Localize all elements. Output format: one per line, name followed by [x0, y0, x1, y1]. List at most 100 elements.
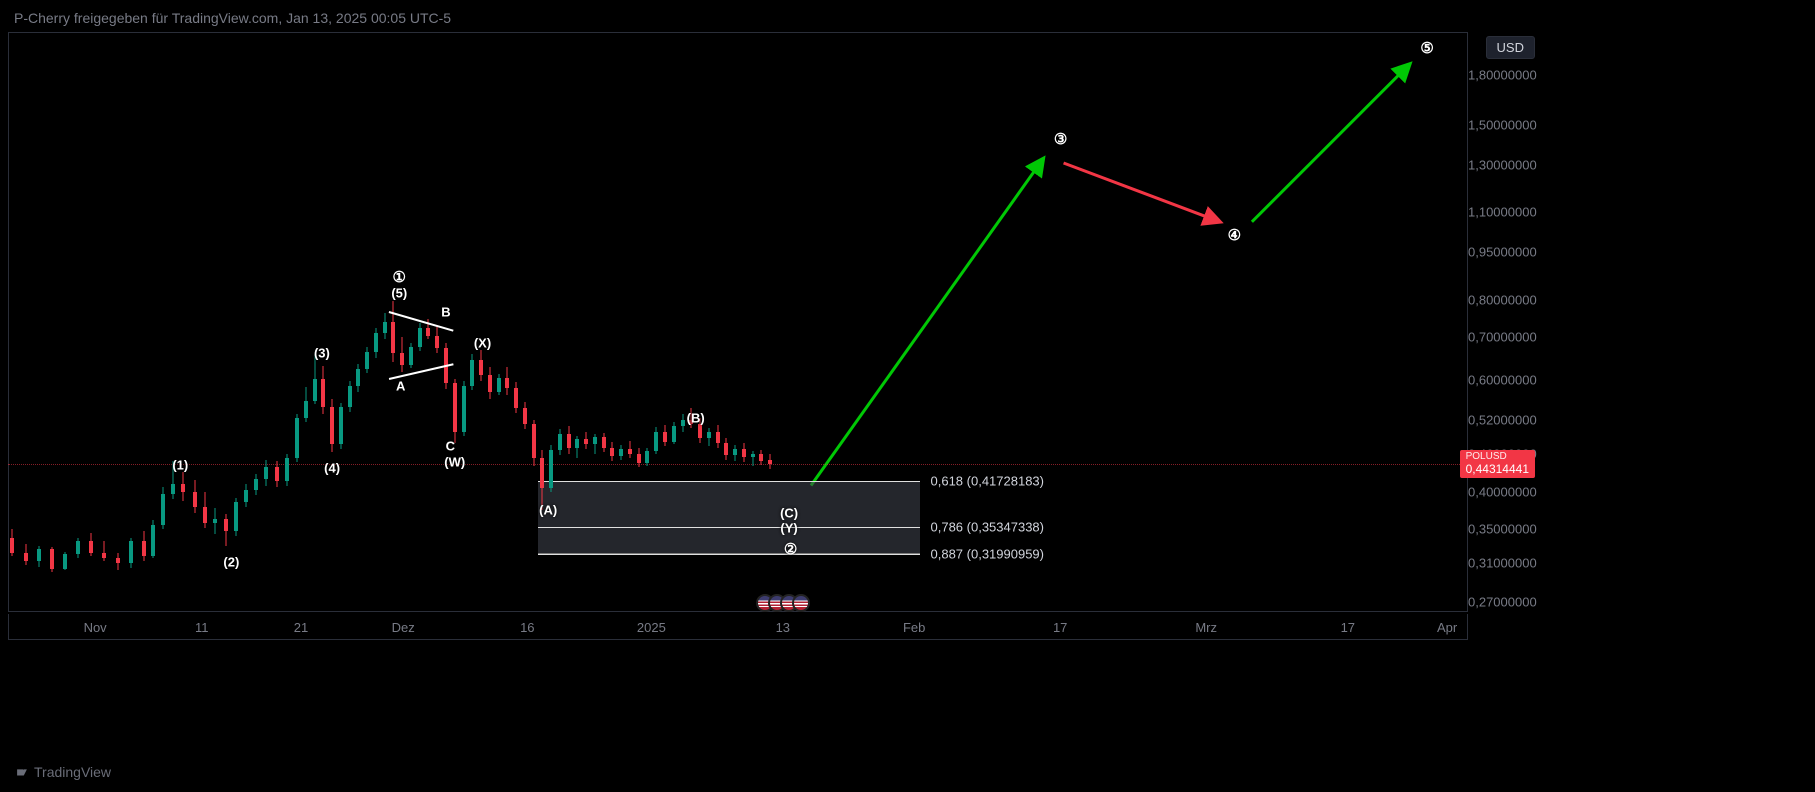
x-tick: 2025: [637, 620, 666, 635]
y-tick: 0,52000000: [1468, 412, 1537, 427]
wave-label[interactable]: (A): [539, 503, 557, 518]
candle: [383, 313, 387, 340]
wave-label[interactable]: ③: [1054, 130, 1067, 148]
candle: [462, 381, 466, 436]
candle: [330, 399, 334, 452]
watermark-text: TradingView: [34, 764, 111, 780]
candle: [313, 354, 317, 404]
candle: [142, 531, 146, 561]
candle: [645, 448, 649, 466]
candle: [558, 429, 562, 454]
candle: [540, 450, 544, 510]
wave-label[interactable]: ②: [784, 540, 797, 558]
candle: [584, 432, 588, 449]
candle: [602, 433, 606, 453]
candle: [400, 337, 404, 372]
candle: [295, 414, 299, 462]
candle: [610, 442, 614, 461]
y-tick: 1,10000000: [1468, 204, 1537, 219]
wave-label[interactable]: (1): [172, 457, 188, 472]
fib-line: [538, 527, 921, 528]
x-axis[interactable]: Nov1121Dez16202513Feb17Mrz17Apr: [8, 614, 1468, 640]
y-tick: 0,27000000: [1468, 594, 1537, 609]
candle: [161, 487, 165, 530]
candle: [181, 472, 185, 501]
x-tick: Dez: [392, 620, 415, 635]
wave-label[interactable]: (5): [391, 286, 407, 301]
wave-label[interactable]: (C): [780, 505, 798, 520]
x-tick: 21: [294, 620, 308, 635]
candle: [488, 367, 492, 399]
candle: [724, 438, 728, 459]
candle: [129, 538, 133, 568]
candle: [224, 514, 228, 546]
last-price-tag: POLUSD0,44314441: [1460, 450, 1535, 478]
y-tick: 0,95000000: [1468, 245, 1537, 260]
wave-label[interactable]: ①: [393, 268, 406, 286]
x-tick: Mrz: [1195, 620, 1217, 635]
wave-label[interactable]: (2): [223, 555, 239, 570]
fib-line: [538, 554, 921, 555]
candle: [116, 553, 120, 571]
candle: [193, 480, 197, 512]
y-tick: 0,35000000: [1468, 522, 1537, 537]
candle: [768, 454, 772, 469]
x-tick: 17: [1341, 620, 1355, 635]
wave-label[interactable]: B: [441, 305, 450, 320]
wave-label[interactable]: (X): [474, 335, 491, 350]
wave-label[interactable]: A: [396, 378, 405, 393]
wave-label[interactable]: (W): [444, 455, 465, 470]
wave-label[interactable]: C: [446, 439, 455, 454]
flag-icon[interactable]: [792, 594, 810, 612]
wave-label[interactable]: ④: [1228, 226, 1241, 244]
candle: [497, 374, 501, 395]
attribution-header: P-Cherry freigegeben für TradingView.com…: [14, 10, 451, 26]
candle: [76, 538, 80, 558]
x-tick: Nov: [84, 620, 107, 635]
candle: [348, 381, 352, 412]
y-tick: 0,31000000: [1468, 556, 1537, 571]
candle: [102, 541, 106, 562]
wave-label[interactable]: (4): [324, 461, 340, 476]
candle: [63, 552, 67, 571]
candle: [37, 546, 41, 567]
event-flags[interactable]: [756, 594, 810, 612]
wave-label[interactable]: ⑤: [1420, 39, 1433, 57]
candle: [339, 403, 343, 449]
candle: [10, 529, 14, 556]
wave-label[interactable]: (3): [314, 345, 330, 360]
candle: [285, 454, 289, 486]
x-tick: 13: [776, 620, 790, 635]
fib-zone[interactable]: [538, 481, 921, 555]
x-tick: Apr: [1437, 620, 1457, 635]
candle: [244, 484, 248, 506]
candle: [514, 382, 518, 414]
candle: [628, 441, 632, 459]
fib-label: 0,618 (0,41728183): [931, 473, 1044, 488]
candle: [759, 450, 763, 465]
candle: [264, 460, 268, 486]
candle: [663, 425, 667, 446]
candle: [716, 425, 720, 448]
candle: [470, 354, 474, 390]
wave-label[interactable]: (Y): [780, 520, 797, 535]
candle: [637, 448, 641, 468]
candle: [304, 387, 308, 421]
candle: [733, 445, 737, 461]
candle: [742, 443, 746, 462]
y-tick: 1,30000000: [1468, 158, 1537, 173]
candle: [374, 328, 378, 358]
y-tick: 1,80000000: [1468, 67, 1537, 82]
last-price-line: [8, 464, 1468, 465]
candle: [532, 420, 536, 466]
candle: [418, 323, 422, 351]
y-axis[interactable]: 1,800000001,500000001,300000001,10000000…: [1468, 32, 1543, 612]
candle: [681, 414, 685, 431]
candle: [151, 520, 155, 558]
candle: [549, 445, 553, 492]
tradingview-watermark: TradingView: [14, 764, 111, 780]
candle: [254, 474, 258, 496]
candle: [523, 402, 527, 429]
candle: [24, 544, 28, 565]
wave-label[interactable]: (B): [687, 411, 705, 426]
